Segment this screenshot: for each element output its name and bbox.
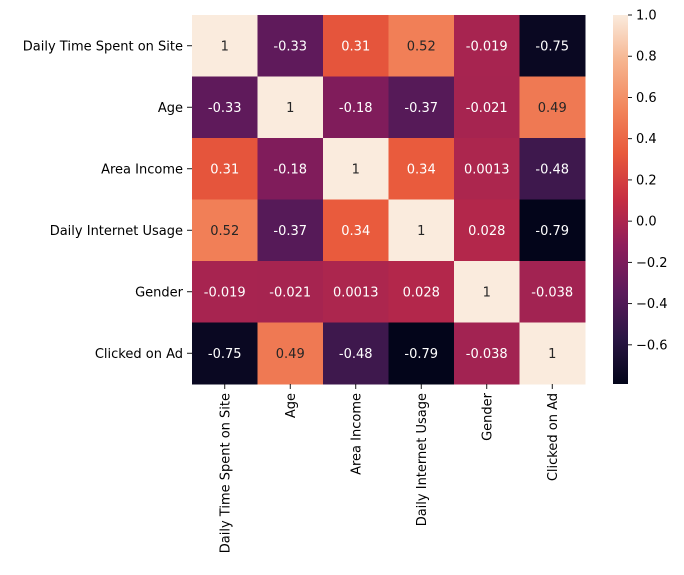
heatmap-cell xyxy=(257,76,324,139)
colorbar: 1.0 0.8 0.6 0.4 0.2 0.0 −0.2 −0.4 −0.6 xyxy=(613,9,668,384)
heatmap-cell xyxy=(454,138,520,200)
colorbar-tick-label: −0.2 xyxy=(636,256,668,271)
heatmap-cell xyxy=(323,261,389,323)
heatmap-cell xyxy=(192,199,258,262)
heatmap-cell xyxy=(388,138,455,200)
heatmap-cell xyxy=(519,199,586,262)
heatmap-cell xyxy=(519,261,586,323)
row-label-clicked-on-ad: Clicked on Ad xyxy=(95,347,183,362)
heatmap-cell xyxy=(257,138,324,200)
heatmap-cell xyxy=(388,261,455,323)
cell-value-label: -0.75 xyxy=(535,39,569,54)
cell-value-label: 0.31 xyxy=(210,162,239,177)
colorbar-tick-label: 0.2 xyxy=(636,173,657,188)
heatmap-cell xyxy=(257,199,324,262)
heatmap-cell xyxy=(388,199,455,262)
heatmap-cell xyxy=(323,199,389,262)
cell-value-label: 1 xyxy=(352,162,360,177)
heatmap-cell xyxy=(323,138,389,200)
heatmap-cell xyxy=(192,15,258,77)
heatmap-cell xyxy=(454,199,520,262)
cell-value-label: -0.019 xyxy=(204,285,246,300)
heatmap-cell xyxy=(454,76,520,139)
cell-value-label: -0.33 xyxy=(273,39,307,54)
column-label-gender: Gender xyxy=(480,392,495,441)
heatmap-cells: 1 -0.33 0.31 0.52 -0.019 -0.75 -0.33 1 -0.18 -0.3… xyxy=(192,15,586,385)
column-tick-labels: Daily Time Spent on Site Age Area Income Da… xyxy=(218,384,561,553)
cell-value-label: -0.021 xyxy=(466,101,508,116)
colorbar-gradient xyxy=(613,15,628,384)
column-label-area-income: Area Income xyxy=(349,393,364,475)
cell-value-label: -0.79 xyxy=(404,347,438,362)
column-label-daily-internet-usage: Daily Internet Usage xyxy=(415,393,430,526)
row-label-age: Age xyxy=(158,101,183,116)
cell-value-label: 0.31 xyxy=(341,39,370,54)
heatmap-cell xyxy=(257,322,324,385)
column-label-clicked-on-ad: Clicked on Ad xyxy=(546,393,561,481)
heatmap-cell xyxy=(192,76,258,139)
row-tick-labels: Daily Time Spent on Site Age Area Income Da… xyxy=(23,39,192,362)
cell-value-label: 0.028 xyxy=(468,224,505,239)
cell-value-label: 0.028 xyxy=(403,285,440,300)
cell-value-label: 1 xyxy=(483,285,491,300)
heatmap-cell xyxy=(192,322,258,385)
heatmap-cell xyxy=(323,15,389,77)
heatmap-cell xyxy=(192,261,258,323)
heatmap-cell xyxy=(519,76,586,139)
colorbar-tick-label: −0.6 xyxy=(636,338,668,353)
heatmap-cell xyxy=(388,15,455,77)
heatmap-cell xyxy=(388,76,455,139)
cell-value-label: -0.79 xyxy=(535,224,569,239)
colorbar-tick-label: 0.8 xyxy=(636,50,657,65)
row-label-area-income: Area Income xyxy=(101,162,183,177)
colorbar-tick-label: 1.0 xyxy=(636,9,657,24)
heatmap-cell xyxy=(454,322,520,385)
cell-value-label: 0.52 xyxy=(407,39,436,54)
colorbar-tick-label: 0.0 xyxy=(636,215,657,230)
cell-value-label: 1 xyxy=(417,224,425,239)
heatmap-cell xyxy=(519,322,586,385)
cell-value-label: -0.038 xyxy=(531,285,573,300)
heatmap-cell xyxy=(257,15,324,77)
heatmap-cell xyxy=(257,261,324,323)
cell-value-label: -0.021 xyxy=(269,285,311,300)
heatmap-cell xyxy=(323,76,389,139)
cell-value-label: -0.038 xyxy=(466,347,508,362)
cell-value-label: 0.34 xyxy=(407,162,436,177)
heatmap-cell xyxy=(388,322,455,385)
cell-value-label: 1 xyxy=(221,39,229,54)
column-label-age: Age xyxy=(284,393,299,418)
cell-value-label: 0.34 xyxy=(341,224,370,239)
row-label-gender: Gender xyxy=(135,285,184,300)
cell-value-label: 0.0013 xyxy=(333,285,379,300)
colorbar-tick-label: 0.6 xyxy=(636,91,657,106)
cell-value-label: -0.37 xyxy=(404,101,438,116)
cell-value-label: -0.019 xyxy=(466,39,508,54)
heatmap-cell xyxy=(192,138,258,200)
cell-value-label: 1 xyxy=(286,101,294,116)
cell-value-label: -0.48 xyxy=(535,162,569,177)
heatmap-cell xyxy=(519,15,586,77)
cell-value-label: 0.49 xyxy=(276,347,305,362)
heatmap-cell xyxy=(454,15,520,77)
cell-value-label: -0.33 xyxy=(208,101,242,116)
colorbar-tick-label: −0.4 xyxy=(636,297,668,312)
heatmap-cell xyxy=(519,138,586,200)
row-label-daily-internet-usage: Daily Internet Usage xyxy=(50,224,183,239)
cell-value-label: -0.75 xyxy=(208,347,242,362)
cell-value-label: -0.18 xyxy=(339,101,373,116)
cell-value-label: -0.18 xyxy=(273,162,307,177)
heatmap-cell xyxy=(323,322,389,385)
cell-value-label: 0.52 xyxy=(210,224,239,239)
cell-value-label: 0.49 xyxy=(538,101,567,116)
cell-value-label: -0.48 xyxy=(339,347,373,362)
cell-value-label: -0.37 xyxy=(273,224,307,239)
heatmap-cell xyxy=(454,261,520,323)
row-label-daily-time-spent-on-site: Daily Time Spent on Site xyxy=(23,39,183,54)
cell-value-label: 0.0013 xyxy=(464,162,510,177)
column-label-daily-time-spent-on-site: Daily Time Spent on Site xyxy=(218,393,233,553)
cell-value-label: 1 xyxy=(548,347,556,362)
colorbar-tick-label: 0.4 xyxy=(636,132,657,147)
